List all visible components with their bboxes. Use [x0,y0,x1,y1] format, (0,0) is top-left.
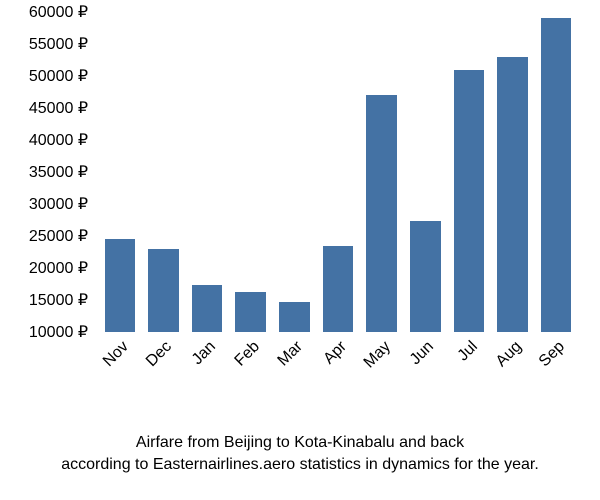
bar [105,239,136,332]
y-tick-label: 15000 ₽ [29,290,88,310]
x-tick-label: Dec [135,338,176,379]
y-tick-label: 60000 ₽ [29,2,88,22]
bar [541,18,572,332]
caption-line-1: Airfare from Beijing to Kota-Kinabalu an… [0,432,600,454]
x-tick-label: May [353,338,394,379]
x-tick-label: Apr [310,338,351,379]
y-tick-label: 25000 ₽ [29,226,88,246]
airfare-chart: 10000 ₽ 15000 ₽ 20000 ₽ 25000 ₽ 30000 ₽ 35000… [0,0,600,500]
bar [454,70,485,332]
y-tick-label: 55000 ₽ [29,34,88,54]
chart-caption: Airfare from Beijing to Kota-Kinabalu an… [0,432,600,476]
bar [323,246,354,332]
x-tick-label: Mar [266,338,307,379]
y-tick-label: 40000 ₽ [29,130,88,150]
x-tick-label: Aug [484,338,525,379]
caption-line-2: according to Easternairlines.aero statis… [0,454,600,476]
bar [410,221,441,332]
x-tick-label: Jul [441,338,482,379]
bar [497,57,528,332]
bar [366,95,397,332]
y-tick-label: 30000 ₽ [29,194,88,214]
x-tick-label: Feb [222,338,263,379]
x-tick-label: Sep [528,338,569,379]
y-tick-label: 50000 ₽ [29,66,88,86]
bar [148,249,179,332]
y-tick-label: 20000 ₽ [29,258,88,278]
y-tick-label: 35000 ₽ [29,162,88,182]
y-tick-label: 10000 ₽ [29,322,88,342]
x-tick-label: Jun [397,338,438,379]
plot-area [98,12,578,332]
y-tick-label: 45000 ₽ [29,98,88,118]
bar [235,292,266,332]
x-tick-label: Jan [179,338,220,379]
x-tick-label: Nov [92,338,133,379]
bar [192,285,223,332]
bar [279,302,310,332]
